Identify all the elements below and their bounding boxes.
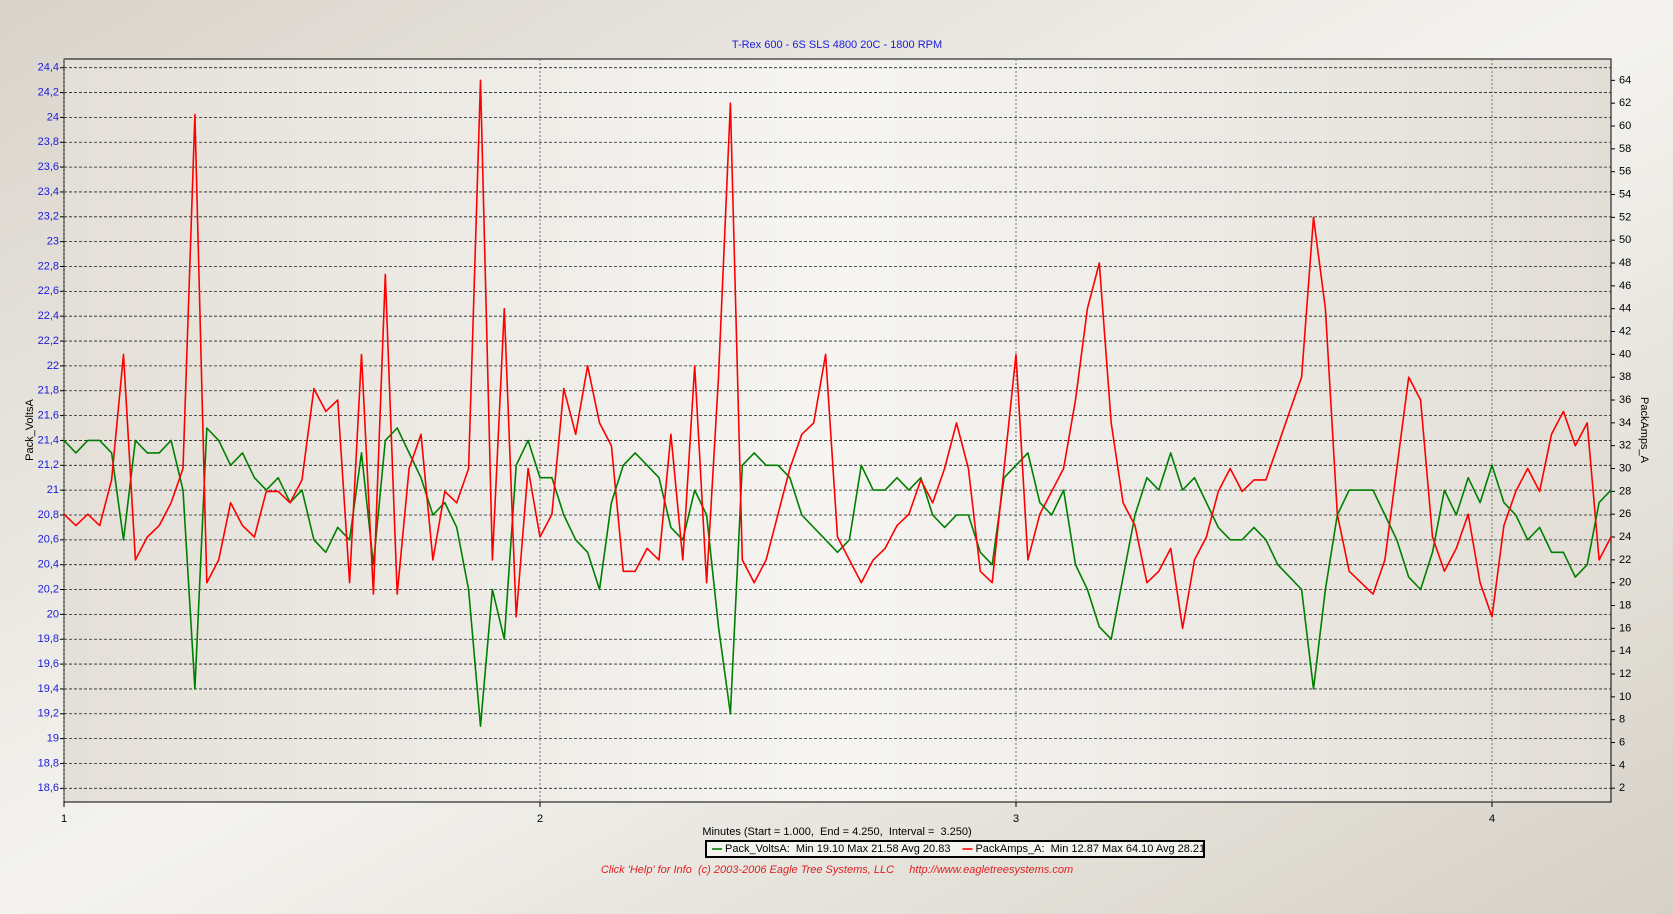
y-tick-label: 20,4 [38, 559, 59, 571]
legend-label: PackAmps_A: Min 12.87 Max 64.10 Avg 28.2… [975, 843, 1205, 855]
y-tick-label: 18,6 [38, 782, 59, 794]
y2-tick-label: 52 [1619, 211, 1631, 223]
y-tick-label: 23,4 [38, 186, 59, 198]
y-tick-label: 19,2 [38, 708, 59, 720]
y2-tick-label: 64 [1619, 74, 1631, 86]
y-tick-label: 21,6 [38, 409, 59, 421]
x-tick-label: 4 [1489, 813, 1495, 825]
y2-tick-label: 48 [1619, 257, 1631, 269]
y-tick-label: 22,2 [38, 335, 59, 347]
y2-tick-label: 34 [1619, 417, 1631, 429]
y2-tick-label: 12 [1619, 668, 1631, 680]
y2-tick-label: 4 [1619, 759, 1625, 771]
y-tick-label: 23,8 [38, 136, 59, 148]
y-tick-label: 21,8 [38, 385, 59, 397]
y2-tick-label: 44 [1619, 303, 1631, 315]
legend-box [705, 840, 1205, 858]
y-tick-label: 19,4 [38, 683, 59, 695]
y-axis-label: Pack_VoltsA [24, 398, 36, 460]
y-tick-label: 24,4 [38, 62, 59, 74]
y2-tick-label: 2 [1619, 782, 1625, 794]
y-tick-label: 24 [47, 111, 59, 123]
y-tick-label: 21,4 [38, 434, 59, 446]
y-tick-label: 20 [47, 608, 59, 620]
y2-tick-label: 36 [1619, 394, 1631, 406]
y2-tick-label: 56 [1619, 166, 1631, 178]
y2-tick-label: 18 [1619, 599, 1631, 611]
y2-axis-label: PackAmps_A [1638, 397, 1650, 464]
y2-tick-label: 62 [1619, 97, 1631, 109]
y-tick-label: 18,8 [38, 757, 59, 769]
y2-tick-label: 58 [1619, 143, 1631, 155]
y2-tick-label: 30 [1619, 462, 1631, 474]
x-tick-label: 1 [61, 813, 67, 825]
y2-tick-label: 60 [1619, 120, 1631, 132]
x-tick-label: 2 [537, 813, 543, 825]
x-tick-label: 3 [1013, 813, 1019, 825]
y-tick-label: 23 [47, 236, 59, 248]
y-tick-label: 22,6 [38, 285, 59, 297]
x-axis-label: Minutes (Start = 1.000, End = 4.250, Int… [702, 826, 971, 838]
y2-tick-label: 46 [1619, 280, 1631, 292]
y2-tick-label: 50 [1619, 234, 1631, 246]
series-line [63, 427, 1612, 727]
y-tick-label: 21,2 [38, 459, 59, 471]
y-tick-label: 20,8 [38, 509, 59, 521]
y2-tick-label: 42 [1619, 325, 1631, 337]
y2-tick-label: 54 [1619, 188, 1631, 200]
chart-title: T-Rex 600 - 6S SLS 4800 20C - 1800 RPM [732, 39, 942, 51]
y2-tick-label: 38 [1619, 371, 1631, 383]
y2-tick-label: 20 [1619, 577, 1631, 589]
y2-tick-label: 8 [1619, 714, 1625, 726]
y-tick-label: 20,6 [38, 534, 59, 546]
plot-area [63, 58, 1612, 803]
y-tick-label: 23,6 [38, 161, 59, 173]
y2-tick-label: 28 [1619, 485, 1631, 497]
y-tick-label: 22 [47, 360, 59, 372]
y2-tick-label: 32 [1619, 440, 1631, 452]
y-tick-label: 20,2 [38, 583, 59, 595]
y2-tick-label: 14 [1619, 645, 1631, 657]
series-line [63, 79, 1612, 630]
y-tick-label: 19,8 [38, 633, 59, 645]
y2-tick-label: 22 [1619, 554, 1631, 566]
y-tick-label: 23,2 [38, 211, 59, 223]
footer: Click 'Help' for Info (c) 2003-2006 Eagl… [601, 864, 1073, 876]
y-tick-label: 19,6 [38, 658, 59, 670]
y2-tick-label: 24 [1619, 531, 1631, 543]
y-tick-label: 22,4 [38, 310, 59, 322]
legend-label: Pack_VoltsA: Min 19.10 Max 21.58 Avg 20.… [725, 843, 950, 855]
y-tick-label: 21 [47, 484, 59, 496]
y2-tick-label: 16 [1619, 622, 1631, 634]
y-tick-label: 24,2 [38, 86, 59, 98]
y-tick-label: 22,8 [38, 260, 59, 272]
y2-tick-label: 10 [1619, 691, 1631, 703]
y2-tick-label: 6 [1619, 736, 1625, 748]
y2-tick-label: 26 [1619, 508, 1631, 520]
y-tick-label: 19 [47, 733, 59, 745]
y2-tick-label: 40 [1619, 348, 1631, 360]
